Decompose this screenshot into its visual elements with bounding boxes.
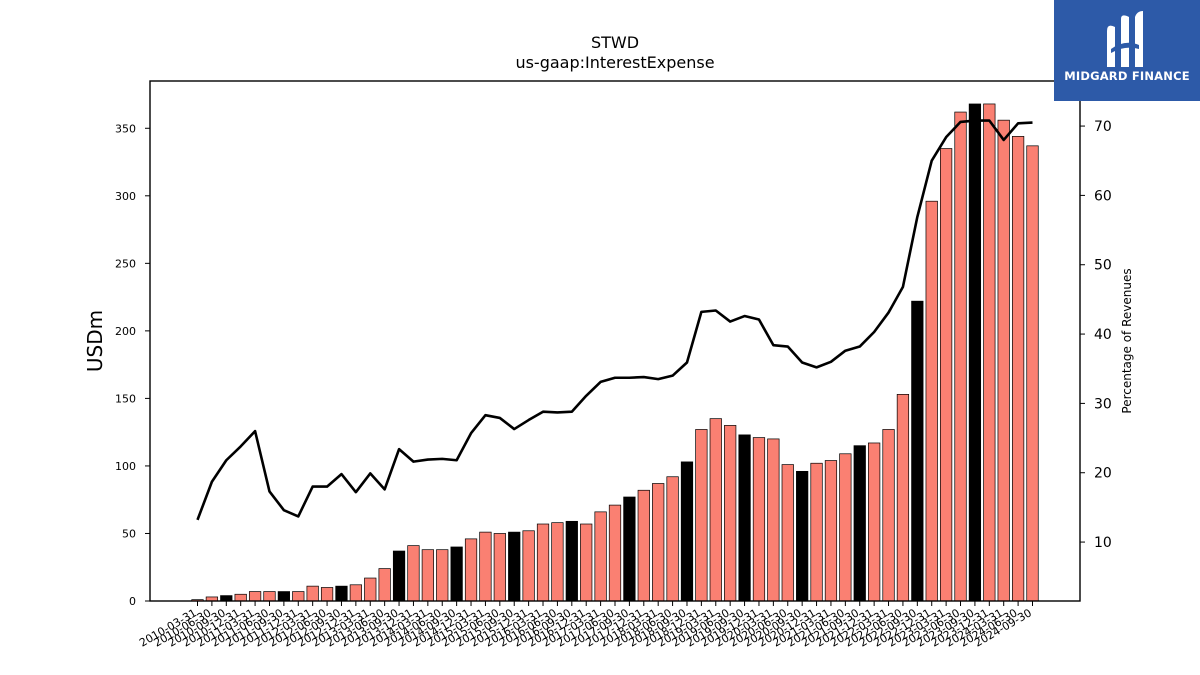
bar <box>248 591 262 602</box>
y-tick-label: 250 <box>115 257 136 270</box>
bar <box>608 504 622 602</box>
bar <box>508 531 521 602</box>
bar <box>695 429 708 602</box>
bar <box>349 584 362 602</box>
bar <box>767 438 780 602</box>
y-axis-label: USDm <box>83 310 107 372</box>
bar <box>954 111 967 602</box>
y2-tick-label: 60 <box>1094 188 1112 204</box>
y-tick-label: 200 <box>115 325 136 338</box>
y-tick-label: 300 <box>115 190 136 203</box>
y2-tick-label: 20 <box>1094 466 1112 482</box>
bar <box>335 585 348 602</box>
bar <box>220 595 233 602</box>
y2-tick-label: 50 <box>1094 258 1112 274</box>
bar <box>796 470 809 602</box>
x-axis: 2010-03-312010-06-302010-09-302010-12-31… <box>137 601 1034 650</box>
bar <box>868 442 881 602</box>
bar <box>724 425 737 602</box>
bar <box>594 511 607 602</box>
bar <box>421 549 434 602</box>
bar <box>464 538 478 602</box>
bar <box>565 520 578 602</box>
right-axis: 10 20 30 40 50 60 70 <box>1080 119 1112 551</box>
bar <box>968 103 982 602</box>
bar <box>1026 145 1039 602</box>
bar <box>436 549 449 602</box>
bar <box>364 577 377 602</box>
bar <box>752 437 766 602</box>
bar <box>680 461 694 602</box>
line-layer <box>196 119 1033 521</box>
bar <box>839 453 852 602</box>
bar <box>522 530 535 602</box>
left-axis: 0 50 100 150 200 250 300 350 <box>115 122 150 608</box>
bar <box>407 545 420 602</box>
bar <box>263 591 276 602</box>
bar <box>925 200 938 602</box>
chart-title: STWD <box>591 33 639 52</box>
bar <box>306 585 319 602</box>
chart-subtitle: us-gaap:InterestExpense <box>515 53 714 72</box>
bar <box>1011 136 1025 602</box>
bar <box>738 434 751 602</box>
brand-logo: MIDGARD FINANCE <box>1054 0 1200 101</box>
bar <box>392 550 406 602</box>
y-tick-label: 150 <box>115 392 136 405</box>
midgard-logo-icon <box>1107 11 1143 67</box>
bar <box>983 103 996 602</box>
bar <box>292 591 305 602</box>
y2-tick-label: 40 <box>1094 327 1112 343</box>
bar <box>997 119 1010 602</box>
bar <box>781 464 794 602</box>
bar <box>940 148 953 602</box>
bars-layer <box>191 103 1039 602</box>
bar <box>911 300 924 602</box>
bar <box>652 483 665 602</box>
bar <box>479 531 492 602</box>
bar <box>623 496 636 602</box>
bar <box>824 460 838 602</box>
bar <box>853 445 866 602</box>
bar <box>637 489 650 602</box>
bar <box>551 522 564 602</box>
bar <box>896 394 910 602</box>
bar <box>450 546 463 602</box>
bar <box>378 568 391 602</box>
y-tick-label: 100 <box>115 460 136 473</box>
bar <box>882 429 895 602</box>
bar <box>320 587 334 602</box>
bar <box>709 418 722 602</box>
y-tick-label: 350 <box>115 122 136 135</box>
y2-tick-label: 30 <box>1094 396 1112 412</box>
y2-axis-label: Percentage of Revenues <box>1120 268 1134 413</box>
y-tick-label: 0 <box>129 595 136 608</box>
line-series-percentage <box>196 119 1033 521</box>
bar <box>580 523 593 602</box>
bar <box>536 523 550 602</box>
bar <box>493 533 506 602</box>
y2-tick-label: 10 <box>1094 535 1112 551</box>
bar <box>666 476 679 602</box>
bar <box>277 591 290 602</box>
bar <box>810 462 823 602</box>
y-tick-label: 50 <box>122 527 136 540</box>
brand-name: MIDGARD FINANCE <box>1064 69 1190 83</box>
bar <box>234 593 247 602</box>
y2-tick-label: 70 <box>1094 119 1112 135</box>
